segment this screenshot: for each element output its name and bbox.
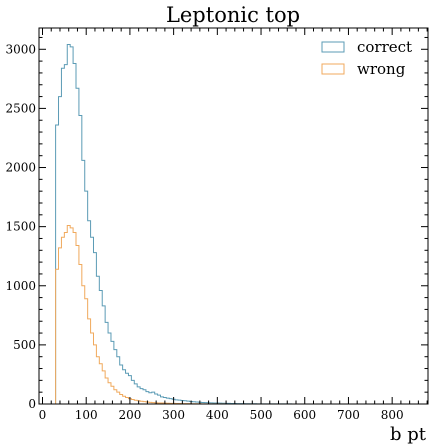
x-tick-label: 800 [381,408,404,422]
legend: correct wrong [321,38,412,78]
x-tick-label: 200 [118,408,141,422]
x-tick-label: 100 [75,408,98,422]
y-tick-label: 1500 [5,220,36,234]
series-correct-line [55,44,310,405]
y-tick-label: 2000 [5,161,36,175]
y-tick-label: 0 [28,397,36,411]
x-tick-label: 500 [250,408,273,422]
x-tick-label: 300 [162,408,185,422]
legend-swatch-correct [321,41,345,53]
plot-frame [38,27,429,405]
x-tick-label: 0 [39,408,47,422]
x-tick-label: 600 [293,408,316,422]
series-layer [55,44,310,405]
y-tick-label: 1000 [5,279,36,293]
legend-swatch-wrong [321,63,345,75]
chart-title: Leptonic top [166,3,300,27]
legend-label-correct: correct [357,38,412,56]
y-tick-label: 500 [13,338,36,352]
y-tick-label: 2500 [5,101,36,115]
legend-label-wrong: wrong [357,60,406,78]
x-axis-label: b pt [390,424,427,445]
x-tick-label: 700 [337,408,360,422]
x-tick-label: 400 [206,408,229,422]
y-tick-label: 3000 [5,42,36,56]
ticks-layer: 0 100 200 300 400 500 600 700 800 0 500 1000 1500 200… [5,28,428,422]
